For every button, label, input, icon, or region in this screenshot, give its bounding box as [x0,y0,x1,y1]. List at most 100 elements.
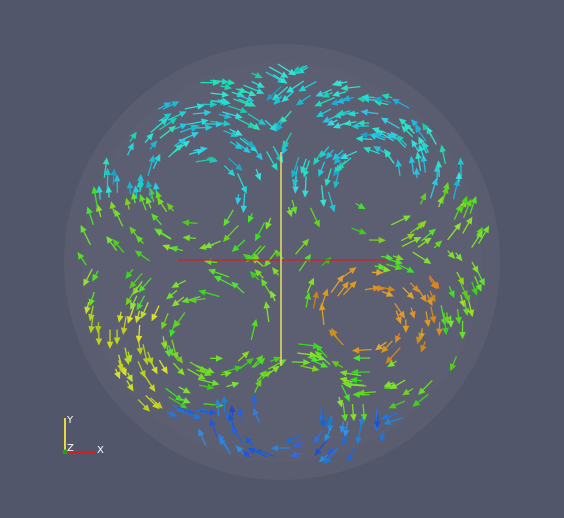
vector-arrow [136,179,144,192]
vector-arrow [398,118,414,131]
vector-arrow [286,80,305,93]
vector-arrow [395,310,402,325]
vector-arrow [142,373,156,393]
vector-arrow [342,421,350,438]
vector-arrow [155,190,162,204]
vector-arrow [371,269,384,276]
vector-arrow [204,240,221,249]
vector-arrow [340,84,361,92]
vector-arrow [368,236,386,244]
vector-arrow [201,101,218,108]
vector-arrow [415,332,423,345]
vector-arrow [374,414,381,429]
vector-arrow [91,186,99,209]
vector-arrow [231,239,246,253]
vector-arrow [195,156,217,164]
vector-arrow [159,117,178,131]
vector-arrow [125,286,138,306]
vector-arrow [420,341,427,353]
vector-arrow [253,357,266,368]
vector-arrow [195,364,215,374]
vector-arrow [373,96,392,104]
vector-arrow [229,128,243,136]
vector-arrow [346,445,357,463]
vector-arrow [397,263,415,273]
vector-arrow [384,150,395,164]
vector-arrow [254,269,264,279]
vector-arrow [311,359,329,368]
vector-arrow [188,296,206,304]
vector-arrow [361,93,375,101]
vector-arrow [171,339,179,360]
vector-arrow [134,310,142,324]
vector-arrow [261,278,271,295]
vector-arrow [158,359,168,375]
vector-arrow [189,361,207,373]
vector-arrow [171,296,185,307]
vector-arrow [114,368,121,380]
vector-arrow [84,301,91,315]
vector-arrow [150,117,168,133]
vector-arrow [383,380,394,388]
vector-arrow [135,235,144,244]
vector-arrow [296,94,311,106]
vector-arrow [334,157,352,173]
vector-arrow [342,280,357,296]
vector-arrow [247,212,254,224]
vector-arrow [321,288,329,305]
vector-arrow [231,281,245,294]
vector-arrow [220,395,228,412]
vector-arrow [469,195,477,214]
vector-arrow [181,219,198,227]
vector-arrow [300,365,320,372]
triad-z-label: Z [67,443,74,454]
vector-arrow [347,110,359,117]
vector-arrow [402,319,410,334]
vector-arrow [161,312,169,330]
vector-arrow [213,275,234,287]
vector-arrow [256,370,267,382]
vector-arrow [198,428,207,446]
vector-arrow [422,122,434,140]
vector-arrow [462,216,473,234]
vector-arrow [229,404,236,416]
vector-arrow [442,312,449,336]
vector-arrow [391,98,410,109]
vector-arrow [291,166,299,187]
vector-arrow [129,131,137,142]
vector-arrow [416,220,427,231]
vector-arrow [290,451,303,458]
vector-arrow [452,178,460,200]
vector-arrow [208,268,230,278]
vector-arrow [227,105,248,114]
vector-arrow [113,174,121,193]
vector-arrow [125,268,134,280]
vector-arrow [359,131,372,139]
vector-arrow [381,340,393,354]
vector-arrow [218,112,232,120]
vector-arrow [233,98,253,107]
vector-arrow [158,113,172,122]
vector-arrow [265,365,280,377]
vector-arrow [386,132,397,140]
vector-arrow [273,96,282,105]
vector-arrow [412,393,429,407]
vector-arrow [209,418,218,437]
vector-arrow [455,309,462,325]
vector-arrow [339,421,346,434]
vector-arrow [138,277,152,293]
vector-arrow [315,88,332,97]
vector-arrow [448,286,455,299]
vector-arrow [417,379,433,396]
vector-arrow [132,185,140,198]
vector-arrow [223,165,236,177]
vector-arrow [80,224,92,246]
vector-arrow [360,404,368,422]
vector-arrow [459,320,466,340]
triad-x-label: X [97,445,104,456]
vector-arrow [223,130,239,138]
vector-arrow [381,93,393,100]
vector-arrow [124,197,132,210]
vector-arrow [83,268,93,287]
